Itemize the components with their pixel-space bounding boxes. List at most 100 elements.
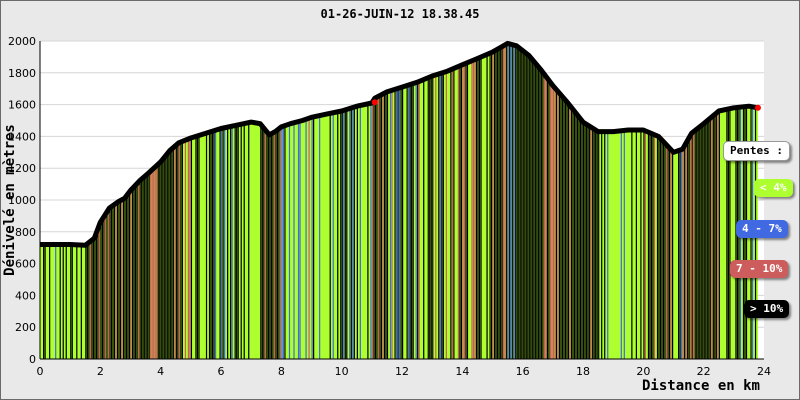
slope-strip [564, 99, 567, 360]
slope-strip [513, 44, 515, 359]
slope-strip [106, 210, 108, 359]
elevation-line [40, 40, 759, 248]
slope-strip [573, 110, 576, 359]
slope-strip [340, 110, 342, 360]
slope-strip [506, 43, 508, 359]
slope-strip [475, 58, 478, 360]
slope-strip [263, 127, 265, 359]
slope-strip [530, 57, 532, 359]
slope-strip [400, 87, 402, 360]
slope-strip [457, 66, 460, 359]
slope-strip [133, 185, 135, 359]
slope-strip [92, 238, 94, 359]
x-tick-label: 18 [576, 365, 590, 378]
x-tick-label: 20 [636, 365, 650, 378]
legend-title: Pentes : [723, 141, 790, 161]
slope-strip [706, 119, 708, 359]
slope-strip [125, 194, 128, 359]
slope-strip [684, 143, 686, 359]
slope-strip [578, 116, 580, 359]
slope-strip [266, 131, 268, 359]
slope-strip [667, 145, 669, 359]
slope-strip [572, 108, 574, 359]
slope-strip [441, 72, 443, 360]
slope-strip [593, 128, 595, 359]
slope-strip [462, 64, 464, 360]
slope-strip [219, 128, 221, 359]
y-tick-label: 1400 [8, 130, 36, 143]
slope-strip [76, 244, 78, 359]
slope-strip [726, 109, 728, 359]
slope-strip [395, 88, 398, 359]
slope-strip [524, 51, 526, 360]
slope-strip [221, 128, 223, 359]
slope-strip [101, 217, 104, 359]
slope-strip [311, 117, 313, 359]
slope-strip [472, 59, 475, 360]
x-tick-label: 16 [516, 365, 530, 378]
slope-strip [566, 101, 568, 360]
slope-strip [275, 130, 277, 359]
slope-strip [332, 112, 334, 359]
slope-strip [527, 54, 529, 360]
slope-strip [379, 95, 381, 359]
slope-strip [119, 200, 122, 359]
slope-strip [386, 91, 389, 359]
slope-strip [163, 156, 165, 359]
slope-strip [537, 66, 539, 359]
slope-strip [196, 135, 199, 359]
slope-strip [503, 45, 505, 359]
slope-strip [501, 46, 503, 360]
slope-strip [187, 138, 190, 359]
slope-strip [409, 84, 411, 360]
slope-strip [644, 130, 647, 359]
slope-strip [178, 142, 180, 359]
slope-strip [661, 139, 663, 359]
slope-strip [297, 121, 300, 359]
slope-strip [159, 161, 161, 359]
slope-strip [367, 103, 369, 359]
slope-strip [162, 158, 164, 359]
slope-strip [55, 244, 57, 359]
slope-strip [589, 125, 591, 359]
slope-strip [438, 73, 440, 359]
slope-strip [402, 86, 404, 360]
slope-strip [604, 131, 606, 359]
slope-strip [124, 196, 126, 359]
slope-strip [729, 108, 731, 359]
slope-strip [43, 244, 45, 359]
slope-strip [649, 132, 651, 359]
slope-strip [442, 72, 444, 359]
slope-strip [595, 129, 597, 359]
slope-strip [227, 126, 229, 359]
slope-strip [685, 141, 687, 359]
slope-strip [531, 58, 533, 359]
slope-strip [104, 212, 107, 359]
slope-strip [305, 118, 307, 359]
slope-strip [116, 201, 119, 359]
slope-strip [132, 187, 134, 359]
slope-strip [579, 118, 582, 359]
slope-strip [463, 63, 466, 359]
slope-strip [563, 97, 565, 359]
slope-strip [576, 114, 579, 359]
slope-strip [445, 71, 447, 360]
slope-strip [370, 103, 372, 359]
slope-strip [435, 74, 437, 359]
slope-strip [471, 60, 473, 359]
slope-strip [109, 206, 111, 359]
slope-strip [293, 122, 295, 359]
slope-strip [474, 59, 476, 359]
slope-strip [702, 123, 704, 360]
x-tick-label: 4 [157, 365, 164, 378]
slope-strip [138, 180, 140, 359]
x-tick-label: 0 [37, 365, 44, 378]
slope-strip [135, 184, 137, 359]
slope-strip [497, 48, 499, 360]
slope-strip [688, 135, 690, 359]
slope-strip [214, 129, 217, 359]
slope-strip [408, 84, 410, 359]
slope-strip [85, 244, 87, 359]
y-tick-label: 200 [15, 321, 36, 334]
slope-strip [533, 60, 535, 360]
